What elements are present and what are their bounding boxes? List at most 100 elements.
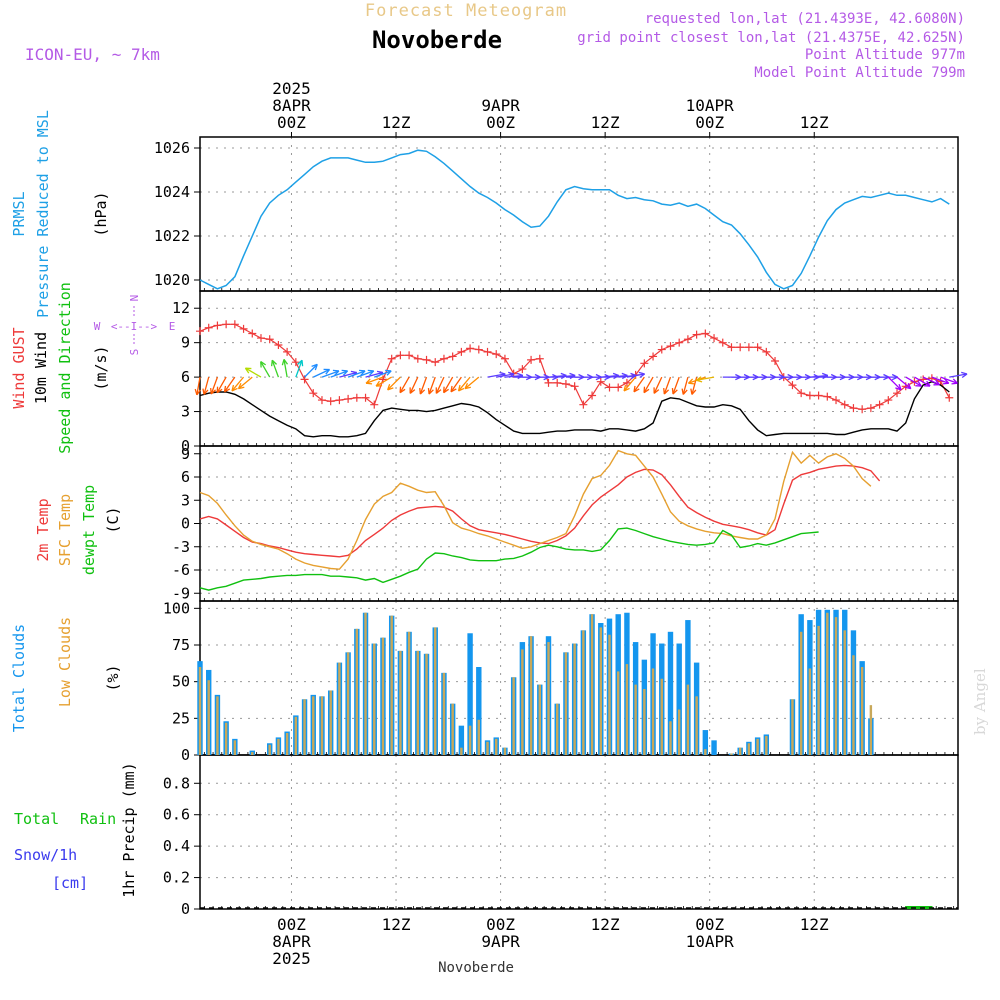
gust-marker — [387, 354, 396, 363]
watermark: by Angel — [971, 668, 989, 735]
wind-arrowhead — [681, 388, 688, 395]
wind-arrowhead — [435, 387, 442, 394]
gust-marker — [893, 389, 902, 398]
gust-marker — [788, 381, 797, 390]
temp2m-label: 2m Temp — [34, 498, 52, 561]
gust-marker — [483, 347, 492, 356]
gust-marker — [570, 382, 579, 391]
top-axis-label: 2025 — [272, 79, 311, 98]
wind-arrow — [283, 359, 288, 378]
gust-marker — [771, 357, 780, 366]
gust-marker — [492, 350, 501, 359]
bottom-axis-label: 8APR — [272, 932, 311, 951]
wind-arrowhead — [297, 359, 304, 367]
gust-marker — [274, 340, 283, 349]
y-tick-label: 0.6 — [163, 806, 190, 824]
low-cloud-bar — [730, 753, 733, 755]
total-cloud-bar — [467, 633, 473, 755]
low-cloud-bar — [224, 722, 228, 755]
data-layer — [194, 149, 968, 909]
low-cloud-bar — [416, 650, 420, 755]
bottom-axis-label: 12Z — [800, 915, 829, 934]
wind-arrowhead — [202, 388, 209, 395]
wind-arrow — [696, 376, 715, 381]
wind-arrow — [896, 376, 912, 390]
wind-arrowhead — [653, 387, 660, 394]
wind-arrow — [464, 376, 480, 390]
gust-marker — [474, 345, 483, 354]
wind-arrowhead — [358, 369, 366, 376]
gust-marker — [344, 394, 353, 403]
low-cloud-bar — [599, 627, 602, 755]
top-axis-label: 12Z — [800, 113, 829, 132]
low-cloud-bar — [233, 740, 237, 755]
low-cloud-bar — [617, 671, 620, 755]
wind-arrowhead — [409, 387, 416, 394]
y-tick-label: 9 — [181, 334, 190, 352]
low-cloud-bar — [556, 703, 559, 755]
wind-arrowhead — [323, 368, 331, 375]
compass-s: S — [128, 349, 141, 356]
wind-arrow — [557, 374, 576, 378]
wind-arrowhead — [904, 382, 912, 390]
gust-marker — [413, 354, 422, 363]
bottom-axis-label: 12Z — [591, 915, 620, 934]
wind-arrowhead — [419, 387, 426, 395]
wind-arrowhead — [399, 386, 406, 394]
total-cloud-bar — [458, 725, 465, 755]
gust-marker — [649, 352, 658, 361]
low-cloud-bar — [277, 738, 280, 755]
gust-marker — [753, 343, 762, 352]
wind-arrow — [271, 359, 280, 378]
gust-marker — [744, 343, 753, 352]
gust-marker — [596, 377, 605, 386]
compass-w: W — [94, 320, 101, 333]
gust-marker — [718, 338, 727, 347]
low-cloud-bar — [843, 630, 846, 755]
wind-arrowhead — [633, 385, 640, 393]
wind-arrow — [365, 371, 384, 378]
wind-arrow — [672, 376, 680, 395]
low-cloud-bar — [634, 684, 637, 755]
low-cloud-bar — [338, 662, 341, 755]
snow-unit-label: [cm] — [52, 874, 88, 892]
wind-arrow — [914, 376, 931, 387]
y-tick-label: 12 — [172, 299, 190, 317]
gust-marker — [640, 359, 649, 368]
low-cloud-bar — [765, 735, 768, 755]
labels-layer: 1020102210241026036912-9-6-3036902550751… — [10, 79, 829, 968]
low-cloud-bar — [738, 747, 742, 755]
gust-marker — [866, 404, 875, 413]
low-cloud-bar — [521, 649, 524, 755]
total-cloud-bar — [676, 643, 682, 755]
wind-arrow — [374, 370, 392, 378]
low-cloud-bar — [399, 650, 402, 755]
gust-marker — [614, 383, 623, 392]
wind-arrow — [399, 376, 410, 394]
total-cloud-label: Total Clouds — [10, 624, 28, 732]
low-cloud-bar — [460, 747, 463, 755]
y-tick-label: 6 — [181, 468, 190, 486]
wind-arrow — [809, 374, 828, 378]
low-cloud-bar — [808, 668, 812, 755]
low-cloud-bar — [434, 627, 437, 755]
gust-marker — [832, 396, 841, 405]
low-cloud-bar — [590, 614, 594, 755]
wind-arrow — [487, 373, 506, 378]
wind-arrowhead — [450, 385, 457, 393]
gust-marker — [692, 330, 701, 339]
low-cloud-bar — [381, 637, 385, 755]
gust-marker — [527, 355, 536, 364]
low-cloud-bar — [303, 699, 306, 755]
wind-arrowhead — [933, 379, 940, 386]
wind-arrow — [435, 376, 445, 394]
low-cloud-bar — [756, 738, 759, 755]
gust-marker — [326, 397, 335, 406]
wind-arrowhead — [281, 359, 289, 366]
gust-marker — [256, 334, 265, 343]
y-tick-label: 0 — [181, 515, 190, 533]
gust-marker — [457, 347, 466, 356]
low-cloud-bar — [329, 690, 332, 755]
wind-arrowhead — [260, 360, 267, 368]
